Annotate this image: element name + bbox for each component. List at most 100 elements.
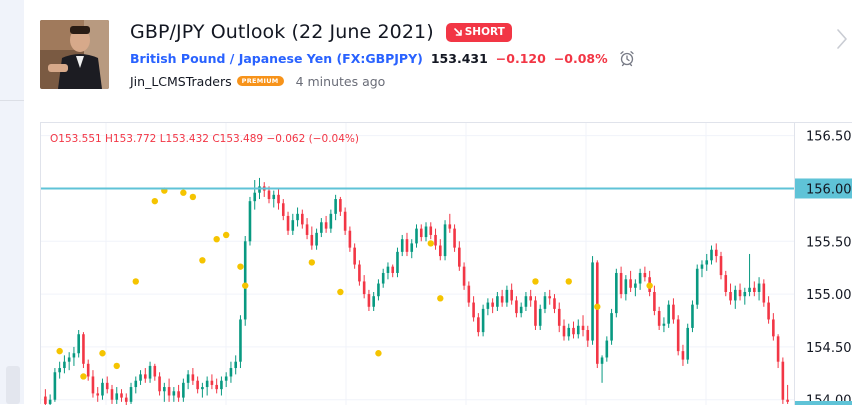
- candle-down: [124, 397, 128, 402]
- candle-down: [729, 291, 732, 301]
- price-change: −0.120: [495, 50, 546, 66]
- candle-up: [662, 323, 666, 326]
- candle-up: [48, 399, 52, 404]
- candle-up: [424, 226, 428, 238]
- candle-down: [681, 351, 685, 360]
- candle-up: [234, 361, 237, 369]
- candle-up: [757, 283, 761, 292]
- candle-down: [453, 228, 456, 248]
- chart-area[interactable]: 156.50 156.00 155.50 155.00 154.50 154.00 O15…: [40, 122, 852, 405]
- sidebar-tile[interactable]: [6, 366, 20, 404]
- candle-down: [553, 298, 556, 309]
- symbol-link[interactable]: British Pound / Japanese Yen (FX:GBPJPY): [130, 50, 423, 66]
- candle-up: [377, 283, 380, 297]
- signal-marker: [99, 350, 106, 357]
- candle-down: [434, 234, 437, 246]
- candle-down: [629, 279, 632, 288]
- candle-down: [339, 199, 342, 212]
- chevron-right-icon[interactable]: [836, 28, 848, 50]
- signal-marker: [213, 235, 220, 243]
- candle-up: [638, 272, 642, 284]
- candle-up: [543, 296, 547, 309]
- price-change-percent: −0.08%: [553, 50, 608, 66]
- candle-up: [72, 353, 76, 358]
- candle-up: [101, 382, 104, 396]
- candle-up: [381, 272, 385, 284]
- signal-marker: [565, 278, 572, 285]
- candle-up: [600, 357, 604, 364]
- signal-marker: [594, 303, 601, 310]
- candle-down: [767, 302, 770, 320]
- candle-down: [529, 296, 532, 301]
- candle-up: [172, 391, 176, 396]
- candle-up: [505, 289, 509, 303]
- short-badge: SHORT: [445, 22, 512, 42]
- candle-up: [205, 380, 209, 388]
- candle-down: [510, 289, 513, 301]
- ohlc-open: O153.551: [50, 133, 102, 145]
- candle-up: [372, 296, 375, 307]
- signal-marker: [151, 197, 159, 205]
- author-avatar[interactable]: [40, 20, 109, 89]
- candle-up: [67, 357, 71, 362]
- price-axis-label: 154.50: [806, 341, 852, 356]
- candle-down: [448, 224, 452, 229]
- arrow-down-right-icon: [453, 28, 462, 36]
- candle-up: [243, 241, 247, 320]
- candle-down: [348, 230, 352, 248]
- candle-up: [163, 387, 166, 392]
- candle-down: [310, 234, 314, 246]
- author-name[interactable]: Jin_LCMSTraders: [130, 73, 232, 89]
- price-axis-highlight: [795, 178, 852, 199]
- candle-up: [705, 260, 709, 265]
- candle-down: [653, 291, 656, 311]
- idea-title[interactable]: GBP/JPY Outlook (22 June 2021): [130, 21, 434, 43]
- ohlc-legend: O153.551 H153.772 L153.432 C153.489 −0.0…: [50, 133, 359, 145]
- candle-down: [753, 287, 756, 292]
- candle-up: [576, 325, 580, 335]
- candle-down: [277, 194, 280, 204]
- candle-up: [634, 283, 637, 288]
- candle-down: [405, 239, 409, 252]
- short-badge-label: SHORT: [464, 26, 505, 38]
- candle-down: [619, 272, 623, 295]
- candle-up: [443, 224, 447, 257]
- signal-marker: [237, 263, 244, 270]
- candle-up: [248, 201, 252, 242]
- candle-down: [191, 374, 195, 381]
- candle-up: [615, 272, 618, 314]
- candle-up: [201, 387, 204, 390]
- price-axis-label: 156.00: [806, 182, 852, 197]
- candle-up: [691, 304, 694, 328]
- candle-down: [267, 190, 271, 200]
- candle-down: [110, 389, 114, 400]
- candle-down: [762, 283, 766, 303]
- candle-down: [672, 304, 675, 320]
- candle-down: [96, 393, 100, 396]
- candle-up: [220, 380, 223, 390]
- candle-up: [139, 374, 142, 381]
- signal-marker: [427, 240, 434, 247]
- last-price: 153.431: [430, 50, 488, 66]
- candle-down: [324, 222, 328, 229]
- alarm-clock-icon[interactable]: [618, 49, 636, 67]
- candle-down: [534, 300, 537, 326]
- candle-down: [781, 361, 785, 400]
- candle-down: [177, 391, 180, 398]
- premium-badge: PREMIUM: [236, 76, 284, 86]
- candle-down: [719, 256, 723, 276]
- candle-up: [386, 266, 390, 273]
- candle-up: [710, 249, 713, 261]
- candle-down: [44, 396, 47, 404]
- candle-down: [738, 289, 742, 297]
- candle-up: [134, 380, 138, 388]
- candle-down: [467, 285, 471, 303]
- candle-down: [477, 317, 480, 333]
- price-chart[interactable]: 156.50 156.00 155.50 155.00 154.50 154.00: [41, 123, 852, 405]
- left-sidebar-strip: [0, 0, 24, 404]
- candle-down: [305, 224, 309, 235]
- candle-down: [676, 319, 680, 352]
- signal-marker: [375, 350, 382, 357]
- candle-down: [419, 228, 423, 238]
- candle-up: [519, 306, 523, 314]
